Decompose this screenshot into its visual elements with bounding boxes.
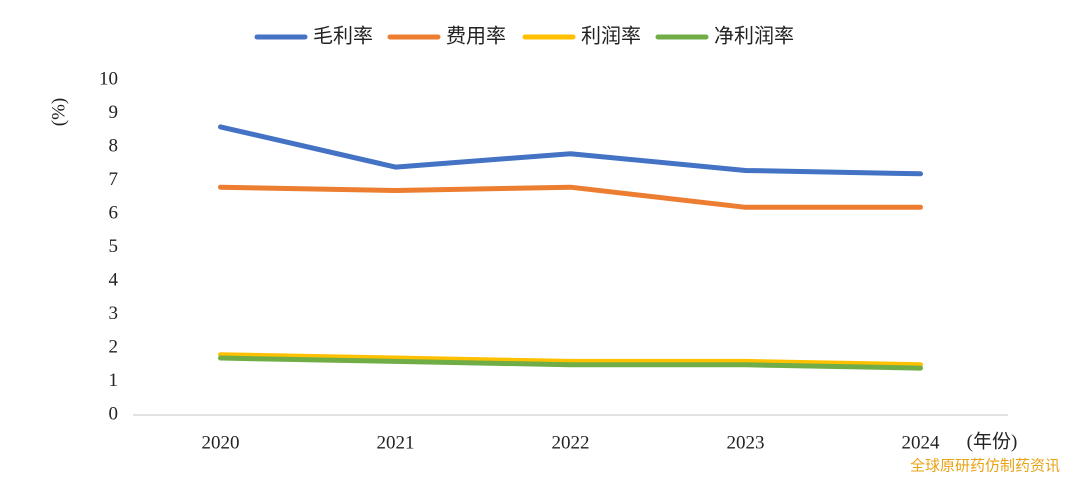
line bbox=[218, 355, 923, 371]
x-tick-label: 2022 bbox=[552, 432, 590, 453]
legend-label: 利润率 bbox=[581, 24, 641, 48]
watermark: 全球原研药仿制药资讯 bbox=[910, 457, 1060, 475]
y-tick-label: 1 bbox=[109, 370, 119, 391]
x-tick-label: 2024 bbox=[902, 432, 941, 453]
legend-label: 净利润率 bbox=[714, 24, 794, 48]
y-tick-label: 9 bbox=[109, 102, 119, 123]
legend-label: 毛利率 bbox=[313, 24, 373, 48]
line bbox=[218, 184, 923, 210]
legend-label: 费用率 bbox=[446, 24, 506, 48]
y-tick-label: 7 bbox=[109, 169, 119, 190]
y-tick-label: 6 bbox=[109, 202, 119, 223]
y-tick-label: 3 bbox=[109, 303, 119, 324]
y-tick-label: 0 bbox=[109, 403, 119, 424]
y-tick-label: 2 bbox=[109, 336, 119, 357]
y-tick-label: 4 bbox=[109, 269, 119, 290]
x-axis-label: (年份) bbox=[967, 430, 1018, 452]
line bbox=[218, 352, 923, 368]
x-tick-label: 2020 bbox=[202, 432, 240, 453]
y-axis-label: (%) bbox=[48, 98, 69, 126]
y-tick-label: 8 bbox=[109, 135, 119, 156]
y-tick-label: 10 bbox=[99, 68, 118, 89]
x-tick-label: 2021 bbox=[377, 432, 415, 453]
line bbox=[218, 124, 923, 177]
x-tick-label: 2023 bbox=[727, 432, 765, 453]
y-tick-label: 5 bbox=[109, 236, 119, 257]
